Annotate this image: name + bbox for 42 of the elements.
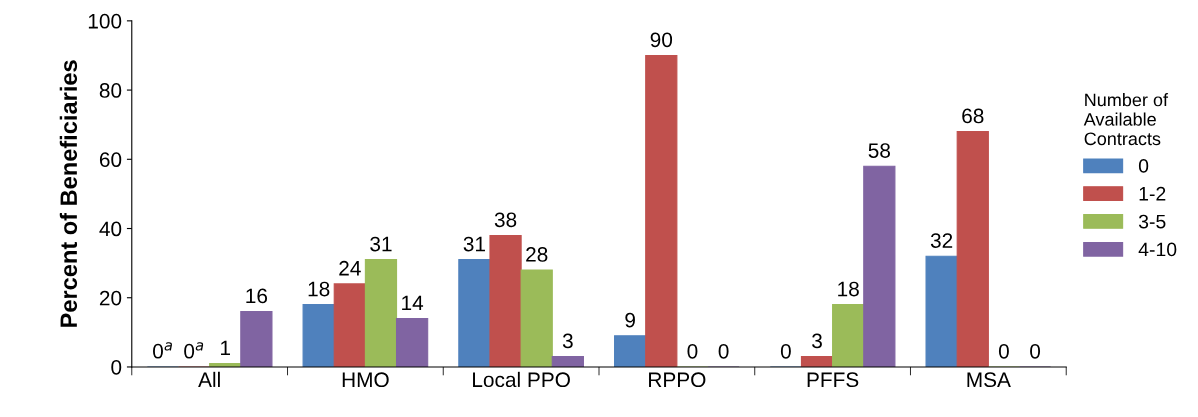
data-label: 9	[625, 312, 635, 328]
legend-label: 3-5	[1138, 214, 1166, 229]
data-label: 90	[650, 32, 673, 48]
data-label: 0$^{a}$	[184, 342, 204, 359]
x-tick-label: PFFS	[807, 372, 859, 388]
x-tick-label: RPPO	[649, 372, 706, 388]
data-label: 1	[221, 340, 230, 356]
y-tick-label: 100	[88, 13, 122, 29]
data-label: 31	[370, 236, 392, 252]
y-tick-label: 40	[99, 221, 122, 237]
x-tick-label: HMO	[342, 372, 389, 388]
data-label: 0	[687, 343, 698, 359]
x-tick-label: Local PPO	[473, 371, 570, 388]
data-label: 58	[868, 143, 891, 158]
data-label: 0	[718, 343, 729, 359]
data-label: 3	[812, 333, 822, 349]
y-axis-title: Percent of Beneficiaries	[59, 60, 78, 327]
y-tick-label: 80	[99, 83, 122, 98]
data-label: 32	[930, 233, 953, 248]
data-label: 68	[962, 108, 984, 124]
x-tick-label: MSA	[967, 372, 1011, 388]
data-label: 38	[494, 212, 517, 228]
data-label: 0	[1030, 343, 1041, 359]
data-label: 18	[308, 281, 330, 297]
data-label: 14	[402, 295, 424, 311]
data-label: 18	[838, 281, 859, 297]
data-label: 24	[339, 260, 361, 276]
y-tick-label: 60	[99, 152, 122, 168]
data-label: 28	[526, 247, 548, 262]
y-tick-label: 20	[99, 290, 122, 306]
legend-label: 4-10	[1138, 242, 1177, 257]
data-label: 0	[998, 343, 1009, 359]
data-label: 31	[463, 236, 485, 252]
legend-label: 0	[1138, 159, 1149, 173]
y-tick-label: 0	[111, 359, 122, 375]
data-label: 0	[780, 343, 791, 359]
data-label: 0$^{a}$	[153, 342, 172, 359]
data-label: 3	[562, 333, 573, 349]
legend-label: 1-2	[1139, 186, 1166, 201]
x-tick-label: All	[198, 371, 220, 387]
legend-title: Number of Available Contracts	[1083, 93, 1169, 146]
data-label: 16	[246, 288, 268, 304]
